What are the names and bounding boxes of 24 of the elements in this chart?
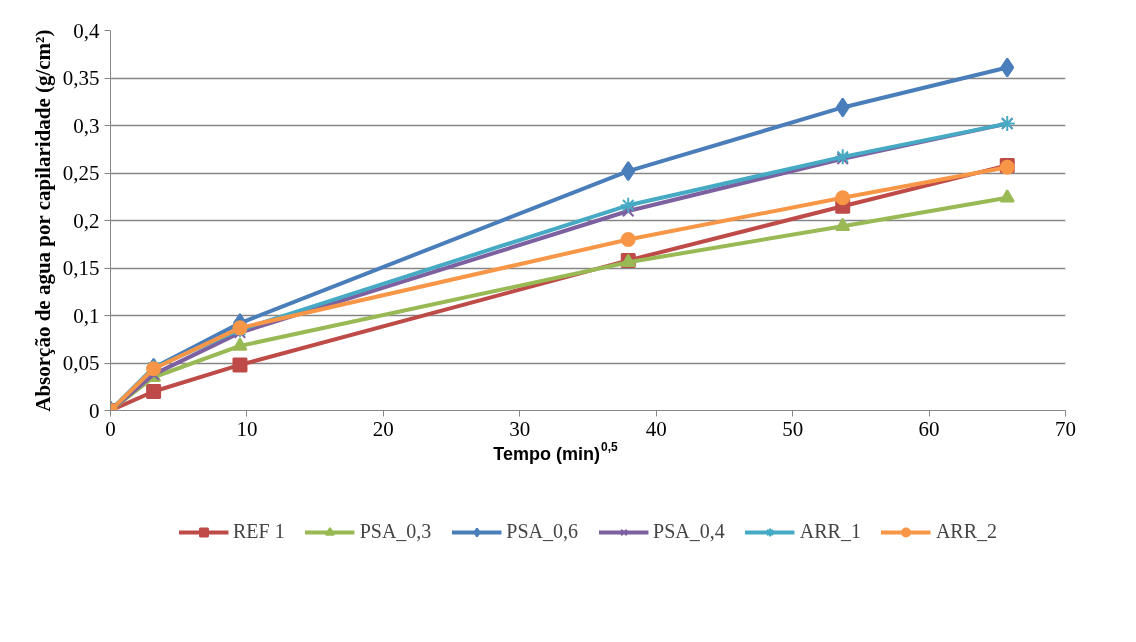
x-tick-label: 60 (918, 416, 940, 441)
legend-label: ARR_2 (935, 520, 998, 543)
y-tick-label: 0,15 (62, 256, 100, 280)
x-tick-label: 40 (645, 416, 667, 441)
legend-label: PSA_0,4 (653, 520, 725, 543)
legend-label: PSA_0,3 (359, 520, 432, 543)
y-tick-label: 0 (89, 398, 100, 423)
x-tick-label: 30 (509, 416, 531, 441)
legend-label: ARR_1 (799, 520, 861, 543)
y-tick-label: 0,35 (62, 66, 100, 90)
y-tick-label: 0,1 (73, 303, 100, 328)
x-tick-label: 20 (372, 416, 394, 441)
legend-label: REF 1 (232, 520, 285, 543)
x-tick-label: 10 (236, 416, 258, 441)
x-tick-label: 70 (1055, 416, 1076, 441)
y-axis-title: Absorção de agua por capilaridade (g/cm²) (30, 29, 55, 412)
y-tick-label: 0,05 (62, 351, 100, 375)
y-tick-label: 0,4 (73, 18, 100, 43)
y-tick-label: 0,2 (73, 208, 100, 233)
x-tick-label: 0 (105, 416, 116, 441)
y-tick-label: 0,3 (73, 113, 100, 138)
legend-label: PSA_0,6 (506, 520, 579, 543)
x-tick-label: 50 (782, 416, 804, 441)
y-tick-label: 0,25 (62, 161, 100, 185)
